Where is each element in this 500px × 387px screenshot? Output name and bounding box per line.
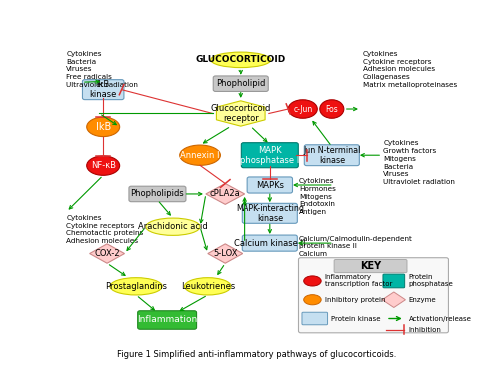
Text: Activation/release: Activation/release bbox=[408, 315, 472, 322]
Ellipse shape bbox=[184, 278, 231, 295]
FancyBboxPatch shape bbox=[242, 143, 298, 168]
FancyBboxPatch shape bbox=[242, 203, 298, 223]
FancyBboxPatch shape bbox=[213, 76, 268, 91]
Text: Inhibition: Inhibition bbox=[408, 327, 442, 333]
Text: COX-2: COX-2 bbox=[94, 249, 120, 258]
Text: Arachidonic acid: Arachidonic acid bbox=[138, 222, 208, 231]
Text: Cytokines
Bacteria
Viruses
Free radicals
Ultraviolet radiation: Cytokines Bacteria Viruses Free radicals… bbox=[66, 51, 138, 88]
Text: Prostaglandins: Prostaglandins bbox=[105, 282, 167, 291]
Text: MAPKs: MAPKs bbox=[256, 180, 284, 190]
Text: MAPK-interacting
kinase: MAPK-interacting kinase bbox=[236, 204, 304, 223]
Text: IkB
kinase: IkB kinase bbox=[90, 80, 117, 99]
Text: Cytokines
Growth factors
Mitogens
Bacteria
Viruses
Ultraviolet radiation: Cytokines Growth factors Mitogens Bacter… bbox=[384, 140, 455, 185]
Text: GLUCOCORTICOID: GLUCOCORTICOID bbox=[196, 55, 286, 64]
Text: Calcium/Calmodulin-dependent
protein kinase II
Calcium: Calcium/Calmodulin-dependent protein kin… bbox=[299, 236, 413, 257]
FancyBboxPatch shape bbox=[242, 235, 298, 251]
Ellipse shape bbox=[304, 276, 321, 286]
Text: KEY: KEY bbox=[360, 261, 381, 271]
Text: Cytokines
Cytokine receptors
Chemotactic proteins
Adhesion molecules: Cytokines Cytokine receptors Chemotactic… bbox=[66, 215, 144, 244]
Text: Phopholipid: Phopholipid bbox=[216, 79, 266, 88]
Ellipse shape bbox=[288, 100, 318, 118]
Text: c-Jun: c-Jun bbox=[293, 104, 312, 113]
Polygon shape bbox=[216, 101, 265, 126]
Ellipse shape bbox=[210, 52, 271, 68]
FancyBboxPatch shape bbox=[247, 177, 292, 193]
Text: Cytokines
Hormones
Mitogens
Endotoxin
Antigen: Cytokines Hormones Mitogens Endotoxin An… bbox=[299, 178, 336, 215]
Polygon shape bbox=[90, 244, 124, 263]
FancyBboxPatch shape bbox=[304, 145, 360, 166]
Text: Calcium kinase II: Calcium kinase II bbox=[234, 239, 306, 248]
Text: 5-LOX: 5-LOX bbox=[213, 249, 238, 258]
Text: Cytokines
Cytokine receptors
Adhesion molecules
Collagenases
Matrix metalloprote: Cytokines Cytokine receptors Adhesion mo… bbox=[363, 51, 457, 88]
Text: Fos: Fos bbox=[326, 104, 338, 113]
Polygon shape bbox=[382, 292, 406, 308]
Text: Phopholipids: Phopholipids bbox=[130, 190, 184, 199]
Text: IkB: IkB bbox=[96, 122, 111, 132]
FancyBboxPatch shape bbox=[298, 258, 448, 333]
FancyBboxPatch shape bbox=[383, 274, 404, 288]
Text: Figure 1 Simplified anti-inflammatory pathways of glucocorticoids.: Figure 1 Simplified anti-inflammatory pa… bbox=[116, 350, 396, 360]
Text: Leukotrienes: Leukotrienes bbox=[180, 282, 235, 291]
Polygon shape bbox=[208, 244, 242, 263]
Ellipse shape bbox=[86, 117, 120, 137]
Text: Inhibitory protein: Inhibitory protein bbox=[325, 297, 386, 303]
Text: Jun N-terminal
kinase: Jun N-terminal kinase bbox=[303, 146, 360, 165]
Text: cPLA2a: cPLA2a bbox=[210, 190, 240, 199]
FancyBboxPatch shape bbox=[82, 80, 124, 99]
FancyBboxPatch shape bbox=[302, 312, 328, 325]
Ellipse shape bbox=[304, 295, 321, 305]
Polygon shape bbox=[206, 183, 244, 204]
Text: Annexin I: Annexin I bbox=[180, 151, 220, 160]
Text: Glucocorticoid
receptor: Glucocorticoid receptor bbox=[210, 104, 271, 123]
Ellipse shape bbox=[146, 218, 200, 235]
FancyBboxPatch shape bbox=[129, 186, 186, 202]
Text: Inflammatory
transcription factor: Inflammatory transcription factor bbox=[325, 274, 392, 288]
Text: MAPK
phosphatase I: MAPK phosphatase I bbox=[240, 146, 300, 165]
Ellipse shape bbox=[110, 278, 162, 295]
Text: Protein kinase: Protein kinase bbox=[331, 315, 380, 322]
Ellipse shape bbox=[86, 156, 120, 175]
Text: Protein
phosphatase: Protein phosphatase bbox=[408, 274, 454, 288]
Text: NF-κB: NF-κB bbox=[90, 161, 116, 170]
FancyBboxPatch shape bbox=[334, 260, 407, 272]
Text: Enzyme: Enzyme bbox=[408, 297, 436, 303]
Ellipse shape bbox=[180, 145, 220, 165]
Ellipse shape bbox=[320, 100, 344, 118]
FancyBboxPatch shape bbox=[138, 311, 196, 329]
Text: Inflammation: Inflammation bbox=[137, 315, 197, 324]
